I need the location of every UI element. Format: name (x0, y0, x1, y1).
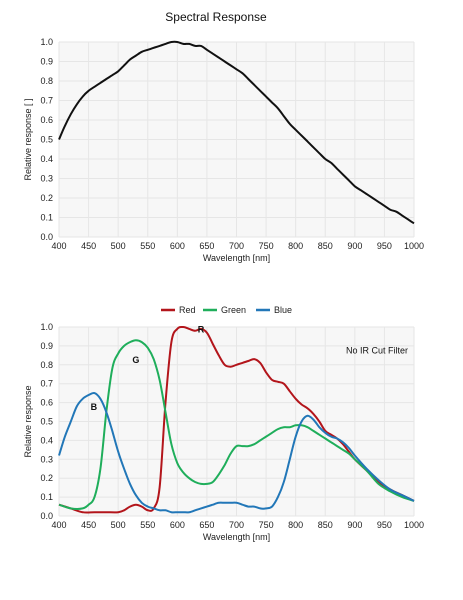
y-tick-label: 0.2 (40, 473, 53, 483)
y-tick-label: 0.8 (40, 76, 53, 86)
x-tick-label: 500 (111, 520, 126, 530)
x-tick-label: 700 (229, 520, 244, 530)
y-tick-label: 0.5 (40, 135, 53, 145)
series-tag-green: G (132, 355, 139, 365)
legend-label-blue: Blue (274, 305, 292, 315)
x-tick-label: 750 (259, 520, 274, 530)
legend-label-green: Green (221, 305, 246, 315)
y-tick-label: 0.1 (40, 492, 53, 502)
y-tick-label: 1.0 (40, 37, 53, 47)
x-tick-label: 950 (377, 241, 392, 251)
series-tag-blue: B (91, 402, 98, 412)
legend-label-red: Red (179, 305, 196, 315)
ir-filter-note: No IR Cut Filter (346, 345, 408, 355)
x-tick-label: 900 (347, 241, 362, 251)
y-tick-label: 0.5 (40, 417, 53, 427)
x-tick-label: 750 (259, 241, 274, 251)
x-tick-label: 850 (318, 520, 333, 530)
y-tick-label: 0.1 (40, 213, 53, 223)
series-tag-red: R (198, 325, 205, 335)
y-axis-label: Relative response [ ] (23, 98, 33, 180)
y-axis-label: Relative response (23, 385, 33, 457)
x-tick-label: 850 (318, 241, 333, 251)
y-tick-label: 0.0 (40, 232, 53, 242)
x-tick-label: 1000 (404, 520, 424, 530)
y-tick-label: 0.6 (40, 398, 53, 408)
y-tick-label: 0.4 (40, 435, 53, 445)
x-axis-label: Wavelength [nm] (203, 253, 270, 263)
x-tick-label: 650 (199, 520, 214, 530)
x-tick-label: 1000 (404, 241, 424, 251)
chart-monochrome-response: Spectral Response 0.0 0.1 0.2 0.3 0.4 0.5 0.6 0.… (23, 10, 424, 263)
x-tick-label: 800 (288, 241, 303, 251)
x-tick-label: 600 (170, 520, 185, 530)
x-tick-label: 700 (229, 241, 244, 251)
series-line-blue (58, 391, 415, 514)
series-line (58, 40, 415, 225)
x-tick-label: 550 (140, 520, 155, 530)
x-tick-label: 450 (81, 520, 96, 530)
x-tick-label: 450 (81, 241, 96, 251)
x-tick-label: 950 (377, 520, 392, 530)
x-tick-label: 400 (51, 520, 66, 530)
x-tick-label: 650 (199, 241, 214, 251)
x-tick-label: 800 (288, 520, 303, 530)
series-line-green (58, 339, 415, 510)
y-tick-label: 0.6 (40, 115, 53, 125)
chart-title: Spectral Response (165, 10, 267, 24)
y-tick-label: 0.4 (40, 154, 53, 164)
x-tick-label: 400 (51, 241, 66, 251)
chart-rgb-response: 0.0 0.1 0.2 0.3 0.4 0.5 0.6 0.7 0.8 0.9 1.0 400 450 5… (23, 305, 424, 542)
x-tick-label: 550 (140, 241, 155, 251)
y-tick-label: 0.9 (40, 341, 53, 351)
y-tick-label: 0.3 (40, 454, 53, 464)
y-tick-label: 0.8 (40, 360, 53, 370)
y-tick-label: 0.7 (40, 96, 53, 106)
x-tick-label: 900 (347, 520, 362, 530)
y-tick-label: 0.2 (40, 193, 53, 203)
x-tick-label: 500 (111, 241, 126, 251)
y-tick-label: 0.9 (40, 57, 53, 67)
y-tick-label: 0.3 (40, 174, 53, 184)
x-tick-label: 600 (170, 241, 185, 251)
x-axis-label: Wavelength [nm] (203, 532, 270, 542)
y-tick-label: 0.0 (40, 511, 53, 521)
y-tick-label: 0.7 (40, 379, 53, 389)
y-tick-label: 1.0 (40, 322, 53, 332)
